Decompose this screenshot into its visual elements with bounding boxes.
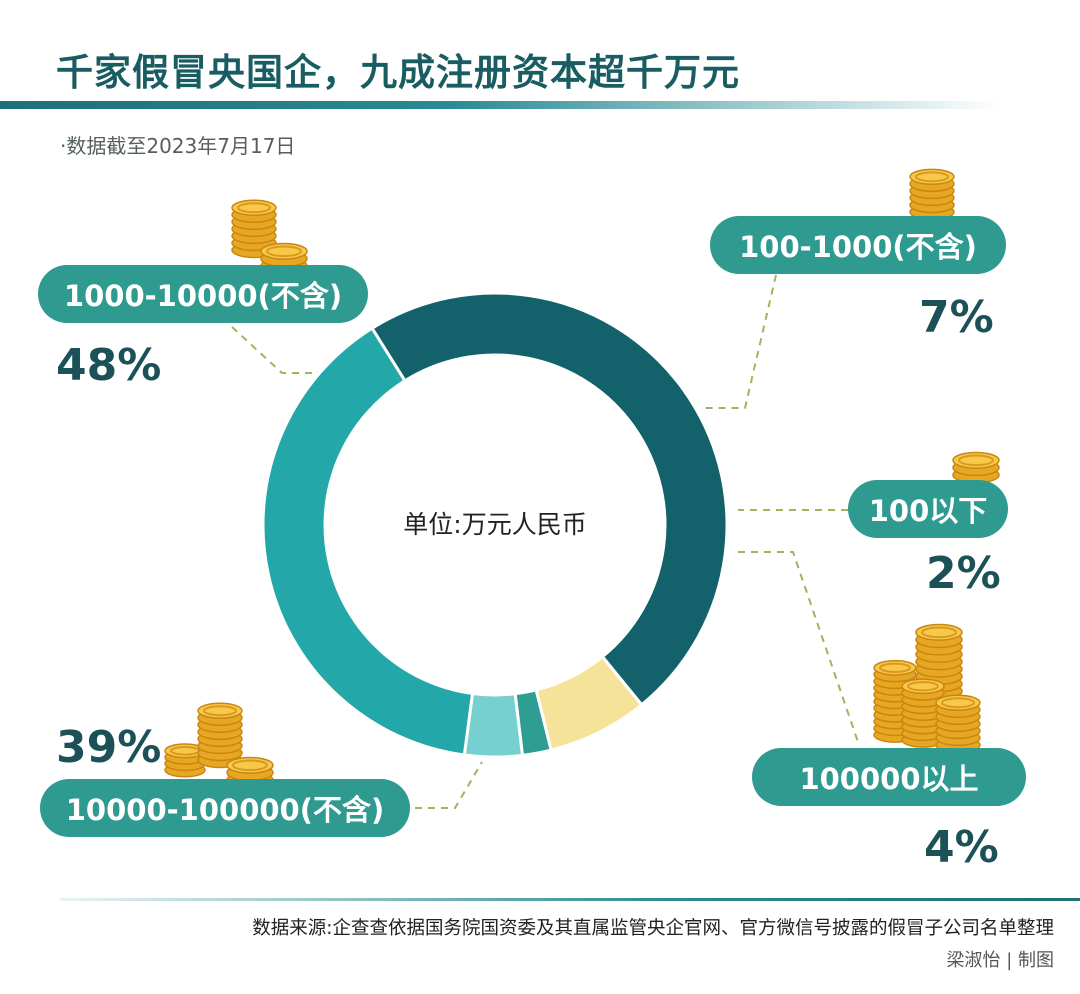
leader-line xyxy=(705,274,777,409)
slice-over-100000 xyxy=(462,691,525,759)
footer-rule xyxy=(60,898,1080,901)
category-label-100-1000: 100-1000(不含) xyxy=(710,216,1006,274)
chart-subtitle: ·数据截至2023年7月17日 xyxy=(60,134,296,158)
donut-slices xyxy=(261,291,729,759)
percent-label-100-1000: 7% xyxy=(919,292,994,343)
coin-stack-icon xyxy=(197,702,243,769)
unit-label: 单位:万元人民币 xyxy=(403,510,586,539)
credit-note: 梁淑怡 | 制图 xyxy=(946,950,1054,971)
category-label-over-100000: 100000以上 xyxy=(752,748,1026,806)
coin-stack-icon xyxy=(909,168,955,221)
percent-label-1000-10000: 48% xyxy=(56,340,162,391)
chart-title: 千家假冒央国企，九成注册资本超千万元 xyxy=(56,51,740,94)
percent-label-over-100000: 4% xyxy=(924,822,999,873)
source-note: 数据来源:企查查依据国务院国资委及其直属监管央企官网、官方微信号披露的假冒子公司… xyxy=(252,918,1054,939)
coin-stack-icon xyxy=(952,451,1000,484)
percent-label-under-100: 2% xyxy=(926,548,1001,599)
slice-1000-10000 xyxy=(369,291,729,707)
leader-line xyxy=(415,761,483,809)
category-label-1000-10000: 1000-10000(不含) xyxy=(38,265,368,323)
coin-stacks xyxy=(164,168,1000,789)
category-label-10000-100000: 10000-100000(不含) xyxy=(40,779,410,837)
leader-lines xyxy=(231,274,859,809)
category-label-under-100: 100以下 xyxy=(848,480,1008,538)
slice-10000-100000 xyxy=(261,326,475,757)
leader-line xyxy=(231,326,320,374)
coin-stack-icon xyxy=(164,743,206,778)
leader-line xyxy=(738,551,859,743)
percent-label-10000-100000: 39% xyxy=(56,722,162,773)
title-rule xyxy=(0,101,1000,109)
